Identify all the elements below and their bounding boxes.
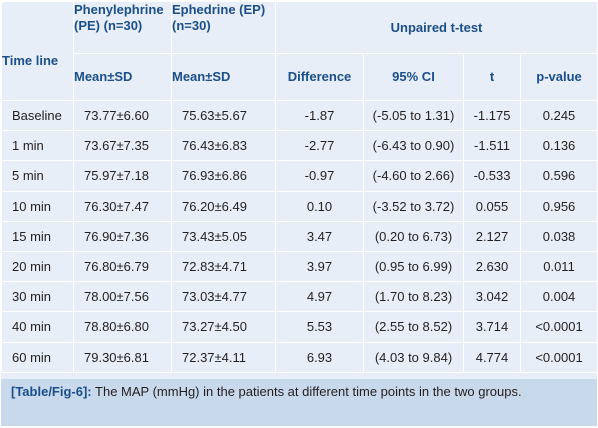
figure-caption: [Table/Fig-6]: The MAP (mmHg) in the pat… (1, 379, 597, 426)
cell-time: 1 min (1, 130, 74, 162)
cell-pe: 76.80±6.79 (73, 250, 172, 283)
cell-pe: 78.80±6.80 (73, 311, 172, 343)
table-row: 1 min 73.67±7.35 76.43±6.83 -2.77 (-6.43… (1, 130, 598, 162)
cell-pe: 75.97±7.18 (73, 160, 172, 192)
cell-diff: 6.93 (275, 341, 364, 373)
table-row: 20 min 76.80±6.79 72.83±4.71 3.97 (0.95 … (1, 250, 598, 283)
cell-ep: 72.37±4.11 (171, 341, 276, 373)
cell-diff: 4.97 (275, 281, 364, 313)
header-pvalue: p-value (519, 53, 598, 101)
header-row-groups: Time line Phenylephrine (PE) (n=30) Ephe… (1, 1, 598, 101)
cell-pe: 73.77±6.60 (73, 99, 172, 132)
caption-text: The MAP (mmHg) in the patients at differ… (91, 384, 522, 399)
header-ep-mean: Mean±SD (171, 53, 276, 101)
cell-t: -1.511 (463, 130, 521, 162)
cell-time: 5 min (1, 160, 74, 192)
cell-time: 20 min (1, 250, 74, 283)
cell-pe: 78.00±7.56 (73, 281, 172, 313)
caption-label: [Table/Fig-6]: (11, 384, 92, 399)
cell-ci: (0.95 to 6.99) (363, 250, 464, 283)
cell-time: 40 min (1, 311, 74, 343)
cell-time: 30 min (1, 281, 74, 313)
cell-ci: (-5.05 to 1.31) (363, 99, 464, 132)
header-ci: 95% CI (363, 53, 464, 101)
header-difference: Difference (275, 53, 364, 101)
cell-ci: (1.70 to 8.23) (363, 281, 464, 313)
cell-pe: 79.30±6.81 (73, 341, 172, 373)
cell-ci: (-4.60 to 2.66) (363, 160, 464, 192)
table-row: Baseline 73.77±6.60 75.63±5.67 -1.87 (-5… (1, 99, 598, 132)
cell-t: 2.630 (463, 250, 521, 283)
cell-diff: -1.87 (275, 99, 364, 132)
cell-ep: 73.27±4.50 (171, 311, 276, 343)
table-row: 30 min 78.00±7.56 73.03±4.77 4.97 (1.70 … (1, 281, 598, 313)
cell-ep: 76.20±6.49 (171, 190, 276, 222)
cell-t: -0.533 (463, 160, 521, 192)
header-t: t (463, 53, 521, 101)
cell-p: 0.136 (519, 130, 598, 162)
header-timeline: Time line (1, 1, 74, 101)
cell-ep: 73.03±4.77 (171, 281, 276, 313)
cell-ci: (0.20 to 6.73) (363, 220, 464, 252)
cell-pe: 76.90±7.36 (73, 220, 172, 252)
cell-diff: 3.47 (275, 220, 364, 252)
cell-p: 0.956 (519, 190, 598, 222)
cell-t: 3.042 (463, 281, 521, 313)
cell-t: -1.175 (463, 99, 521, 132)
cell-ci: (4.03 to 9.84) (363, 341, 464, 373)
cell-pe: 76.30±7.47 (73, 190, 172, 222)
cell-time: 15 min (1, 220, 74, 252)
cell-t: 0.055 (463, 190, 521, 222)
cell-p: 0.011 (519, 250, 598, 283)
cell-p: <0.0001 (519, 311, 598, 343)
cell-p: 0.004 (519, 281, 598, 313)
cell-ep: 72.83±4.71 (171, 250, 276, 283)
table-row: 15 min 76.90±7.36 73.43±5.05 3.47 (0.20 … (1, 220, 598, 252)
cell-diff: 0.10 (275, 190, 364, 222)
cell-t: 4.774 (463, 341, 521, 373)
map-table: Time line Phenylephrine (PE) (n=30) Ephe… (1, 1, 598, 373)
cell-ci: (2.55 to 8.52) (363, 311, 464, 343)
cell-t: 2.127 (463, 220, 521, 252)
header-group-ep: Ephedrine (EP) (n=30) (171, 1, 276, 54)
cell-pe: 73.67±7.35 (73, 130, 172, 162)
header-pe-mean: Mean±SD (73, 53, 172, 101)
cell-p: <0.0001 (519, 341, 598, 373)
cell-p: 0.245 (519, 99, 598, 132)
cell-time: Baseline (1, 99, 74, 132)
header-ttest: Unpaired t-test (274, 1, 598, 54)
header-group-pe: Phenylephrine (PE) (n=30) (73, 1, 172, 54)
cell-ep: 75.63±5.67 (171, 99, 276, 132)
cell-t: 3.714 (463, 311, 521, 343)
cell-ci: (-6.43 to 0.90) (363, 130, 464, 162)
cell-ep: 73.43±5.05 (171, 220, 276, 252)
cell-ep: 76.93±6.86 (171, 160, 276, 192)
cell-diff: 5.53 (275, 311, 364, 343)
cell-time: 60 min (1, 341, 74, 373)
cell-p: 0.038 (519, 220, 598, 252)
table-row: 60 min 79.30±6.81 72.37±4.11 6.93 (4.03 … (1, 341, 598, 373)
cell-diff: -2.77 (275, 130, 364, 162)
cell-diff: 3.97 (275, 250, 364, 283)
cell-diff: -0.97 (275, 160, 364, 192)
cell-p: 0.596 (519, 160, 598, 192)
table-row: 5 min 75.97±7.18 76.93±6.86 -0.97 (-4.60… (1, 160, 598, 192)
cell-ep: 76.43±6.83 (171, 130, 276, 162)
header-row-sub: Mean±SD Mean±SD Difference 95% CI t p-va… (2, 53, 598, 101)
table-row: 40 min 78.80±6.80 73.27±4.50 5.53 (2.55 … (1, 311, 598, 343)
cell-ci: (-3.52 to 3.72) (363, 190, 464, 222)
table-row: 10 min 76.30±7.47 76.20±6.49 0.10 (-3.52… (1, 190, 598, 222)
cell-time: 10 min (1, 190, 74, 222)
